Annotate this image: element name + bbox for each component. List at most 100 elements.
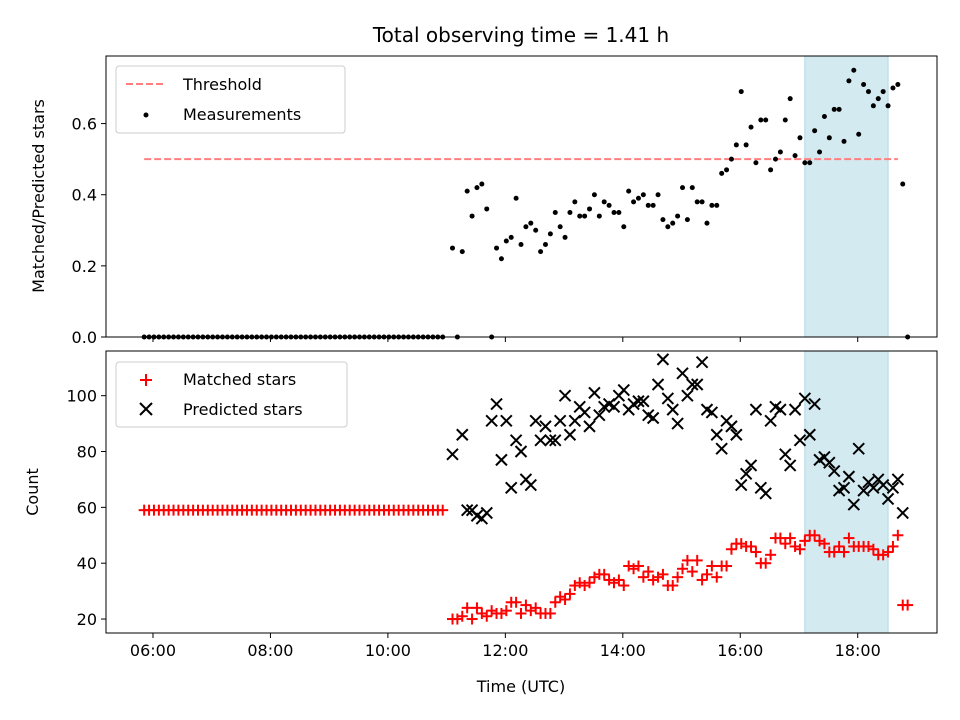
predicted-star-point: [524, 478, 538, 492]
measurement-point: [675, 213, 681, 219]
measurement-point: [513, 195, 519, 201]
predicted-star-point: [446, 448, 459, 461]
measurement-point: [508, 234, 514, 240]
matched-star-point: [613, 574, 625, 586]
matched-star-point: [456, 610, 468, 622]
measurement-point: [841, 138, 847, 144]
measurement-point: [645, 202, 651, 208]
matched-star-point: [466, 613, 478, 625]
measurement-point: [748, 124, 754, 130]
measurement-point: [807, 160, 813, 166]
measurement-point: [596, 213, 602, 219]
predicted-star-point: [690, 378, 704, 391]
predicted-star-point: [710, 428, 723, 441]
predicted-star-point: [480, 506, 493, 520]
measurement-point: [684, 217, 690, 223]
measurement-point: [763, 117, 769, 123]
measurement-point: [875, 96, 881, 102]
measurement-point: [587, 206, 593, 212]
predicted-star-point: [514, 445, 528, 458]
bottom-x-axis-label: Time (UTC): [476, 677, 565, 696]
predicted-star-point: [808, 397, 821, 411]
measurement-point: [704, 220, 710, 226]
predicted-star-point: [671, 417, 684, 430]
predicted-star-point: [705, 406, 719, 419]
matched-star-point: [632, 560, 644, 572]
measurement-point: [797, 135, 803, 141]
measurement-point: [836, 106, 842, 112]
bottom-y-tick-label: 80: [77, 443, 97, 462]
measurement-point: [459, 249, 465, 255]
matched-star-point: [559, 593, 571, 605]
legend-matched-marker: [140, 374, 152, 386]
measurement-point: [714, 202, 720, 208]
bottom-y-axis-label: Count: [23, 468, 42, 516]
measurement-point: [880, 89, 886, 95]
measurement-point: [479, 181, 485, 187]
bottom-x-tick-label: 16:00: [717, 641, 763, 660]
measurement-point: [680, 185, 686, 191]
predicted-star-point: [739, 467, 753, 481]
matched-star-point: [818, 538, 830, 550]
measurement-point: [631, 199, 637, 205]
measurement-point: [538, 249, 544, 255]
predicted-star-point: [788, 403, 802, 416]
measurement-point: [562, 234, 568, 240]
measurement-point: [733, 142, 739, 148]
measurement-point: [689, 185, 695, 191]
matched-star-point: [549, 596, 561, 608]
matched-star-point: [471, 602, 483, 614]
measurement-point: [792, 153, 798, 159]
matched-star-point: [706, 560, 718, 572]
measurement-point: [494, 245, 500, 251]
measurement-point: [635, 195, 641, 201]
measurement-point: [895, 81, 901, 87]
measurement-point: [753, 160, 759, 166]
measurement-point: [694, 199, 700, 205]
measurement-point: [518, 242, 524, 248]
measurement-point: [787, 96, 793, 102]
measurement-point: [640, 192, 646, 198]
matched-star-point: [461, 602, 473, 614]
matched-star-point: [544, 607, 556, 619]
matched-star-point: [882, 546, 894, 558]
measurement-point: [557, 224, 563, 230]
predicted-star-point: [867, 481, 880, 495]
measurement-point: [885, 103, 891, 109]
matched-star-point: [711, 571, 723, 583]
predicted-star-point: [529, 414, 542, 428]
measurement-point: [665, 224, 671, 230]
measurement-point: [655, 192, 661, 198]
measurement-point: [503, 238, 509, 244]
matched-star-point: [500, 605, 512, 617]
predicted-star-point: [539, 420, 552, 433]
predicted-star-point: [661, 392, 675, 405]
predicted-star-point: [617, 383, 630, 397]
measurement-point: [577, 213, 583, 219]
measurement-point: [469, 213, 475, 219]
predicted-star-point: [485, 414, 498, 428]
predicted-star-point: [730, 428, 743, 441]
measurement-point: [699, 199, 705, 205]
predicted-star-point: [886, 481, 900, 495]
matched-star-point: [774, 532, 786, 544]
top-y-tick-label: 0.4: [72, 186, 97, 205]
predicted-star-point: [837, 481, 851, 495]
matched-star-point: [530, 602, 542, 614]
bottom-y-tick-label: 20: [77, 610, 97, 629]
bottom-x-tick-label: 10:00: [365, 641, 411, 660]
measurement-point: [660, 217, 666, 223]
predicted-star-point: [632, 395, 645, 408]
matched-star-point: [515, 607, 527, 619]
matched-star-point: [843, 532, 855, 544]
top-y-tick-label: 0.2: [72, 257, 97, 276]
bottom-x-tick-label: 08:00: [247, 641, 293, 660]
bottom-shaded-span: [804, 351, 889, 633]
predicted-star-point: [534, 434, 547, 447]
measurement-point: [606, 202, 612, 208]
measurement-point: [900, 181, 906, 187]
matched-star-point: [677, 563, 689, 575]
matched-star-point: [657, 568, 669, 580]
matched-star-point: [902, 599, 914, 611]
measurement-point: [865, 89, 871, 95]
